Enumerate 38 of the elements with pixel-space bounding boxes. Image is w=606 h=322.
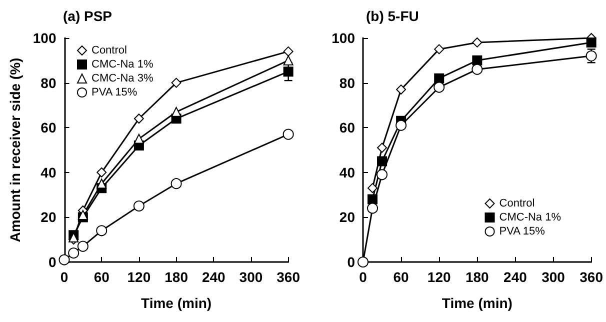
legend-label: Control (499, 198, 535, 210)
x-tick-label: 240 (504, 269, 528, 285)
y-tick-label: 0 (347, 254, 356, 270)
x-tick-label: 0 (60, 269, 68, 285)
x-axis-title: Time (min) (442, 295, 512, 311)
y-tick-label: 100 (32, 30, 56, 46)
x-tick-label: 0 (359, 269, 368, 285)
y-tick-label: 20 (339, 209, 356, 226)
chart-title: (a) PSP (63, 8, 112, 24)
legend-label: CMC-Na 1% (499, 212, 562, 224)
x-tick-label: 360 (580, 269, 604, 285)
x-tick-label: 60 (393, 269, 410, 285)
x-tick-label: 120 (127, 269, 151, 285)
y-tick-label: 20 (40, 209, 56, 226)
legend-label: Control (92, 44, 127, 56)
chart-title: (b) 5-FU (366, 8, 419, 24)
legend-label: CMC-Na 3% (92, 72, 154, 84)
x-tick-label: 180 (164, 269, 188, 285)
x-tick-label: 180 (465, 269, 490, 285)
x-tick-label: 360 (276, 269, 300, 285)
y-tick-label: 100 (332, 30, 356, 46)
y-tick-label: 0 (48, 254, 56, 270)
x-tick-label: 240 (202, 269, 226, 285)
y-tick-label: 80 (339, 74, 356, 91)
x-tick-label: 300 (239, 269, 263, 285)
legend-label: PVA 15% (499, 226, 546, 238)
x-tick-label: 60 (94, 269, 110, 285)
legend-label: CMC-Na 1% (92, 58, 154, 70)
y-tick-label: 40 (40, 164, 56, 180)
y-tick-label: 80 (40, 74, 56, 91)
x-tick-label: 300 (542, 269, 566, 285)
y-tick-label: 40 (339, 164, 356, 180)
x-axis-title: Time (min) (141, 295, 212, 311)
y-tick-label: 60 (339, 120, 356, 136)
y-tick-label: 60 (40, 120, 56, 136)
legend-label: PVA 15% (92, 86, 138, 98)
x-tick-label: 120 (427, 269, 451, 285)
y-axis-title: Amount in receiver side (%) (7, 58, 23, 242)
